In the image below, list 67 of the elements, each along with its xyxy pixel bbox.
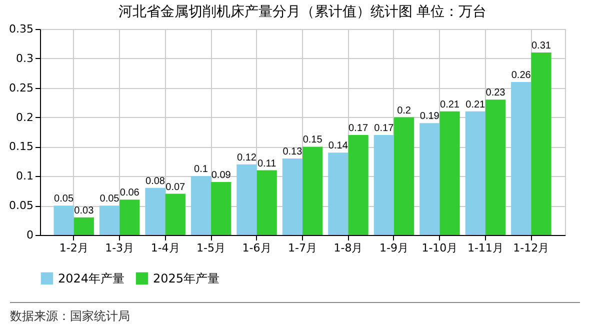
bar xyxy=(99,206,120,235)
data-label: 0.31 xyxy=(531,40,552,52)
data-label: 0.07 xyxy=(166,182,186,193)
data-label: 0.05 xyxy=(100,194,120,205)
data-label: 0.08 xyxy=(146,176,166,187)
y-tick-label: 0.2 xyxy=(16,110,34,124)
bar xyxy=(374,134,394,235)
y-tick-label: 0.1 xyxy=(16,170,34,183)
x-tick-label: 1-4月 xyxy=(150,242,180,254)
bar xyxy=(120,200,140,235)
bar xyxy=(531,52,552,235)
bar xyxy=(256,170,277,235)
bar xyxy=(74,217,94,235)
y-tick-label: 0.25 xyxy=(9,81,34,94)
x-tick-label: 1-3月 xyxy=(105,242,134,254)
x-tick-label: 1-2月 xyxy=(59,242,88,254)
data-label: 0.17 xyxy=(348,122,368,134)
data-label: 0.14 xyxy=(328,140,348,152)
data-label: 0.21 xyxy=(440,99,460,110)
bar xyxy=(420,123,440,235)
bar xyxy=(465,111,486,235)
bar xyxy=(236,164,257,235)
x-tick-label: 1-7月 xyxy=(288,242,317,254)
data-label: 0.03 xyxy=(74,205,94,216)
x-tick-label: 1-11月 xyxy=(467,242,504,254)
data-label: 0.15 xyxy=(302,134,323,146)
data-label: 0.19 xyxy=(420,111,440,122)
legend-label: 2024年产量 xyxy=(58,271,125,286)
bar xyxy=(302,146,323,235)
x-tick-label: 1-10月 xyxy=(422,242,458,254)
data-label: 0.23 xyxy=(486,88,506,99)
x-tick-label: 1-5月 xyxy=(196,242,226,254)
data-label: 0.26 xyxy=(511,70,532,81)
data-label: 0.11 xyxy=(257,158,277,170)
data-label: 0.09 xyxy=(211,170,232,182)
x-tick-label: 1-12月 xyxy=(513,242,550,254)
bar xyxy=(211,182,232,235)
y-tick-label: 0 xyxy=(26,228,34,242)
bar xyxy=(348,134,368,235)
x-tick-label: 1-9月 xyxy=(379,242,408,254)
bar xyxy=(485,100,506,235)
data-label: 0.12 xyxy=(236,152,257,164)
y-tick-label: 0.3 xyxy=(16,52,34,65)
legend-label: 2025年产量 xyxy=(153,271,220,286)
bar xyxy=(282,158,302,235)
data-label: 0.13 xyxy=(282,146,303,158)
data-label: 0.17 xyxy=(374,122,394,134)
bar xyxy=(190,176,212,235)
bar xyxy=(145,188,166,235)
data-label: 0.21 xyxy=(466,99,486,110)
y-tick-label: 0.35 xyxy=(9,22,34,36)
bar xyxy=(165,194,186,235)
bar xyxy=(511,82,532,235)
data-label: 0.06 xyxy=(120,188,140,199)
bar xyxy=(54,206,74,235)
x-tick-label: 1-6月 xyxy=(242,242,272,254)
y-tick-label: 0.15 xyxy=(9,140,34,154)
x-tick-label: 1-8月 xyxy=(334,242,363,254)
bar xyxy=(394,117,414,235)
data-label: 0.05 xyxy=(54,194,74,205)
y-tick-label: 0.05 xyxy=(9,199,34,212)
bar xyxy=(328,152,348,235)
data-label: 0.2 xyxy=(397,105,412,116)
bar xyxy=(440,111,460,235)
data-label: 0.1 xyxy=(194,164,208,176)
source-note: 数据来源：国家统计局 xyxy=(10,308,131,325)
chart-title: 河北省金属切削机床产量分月（累计值）统计图 单位：万台 xyxy=(118,4,487,20)
